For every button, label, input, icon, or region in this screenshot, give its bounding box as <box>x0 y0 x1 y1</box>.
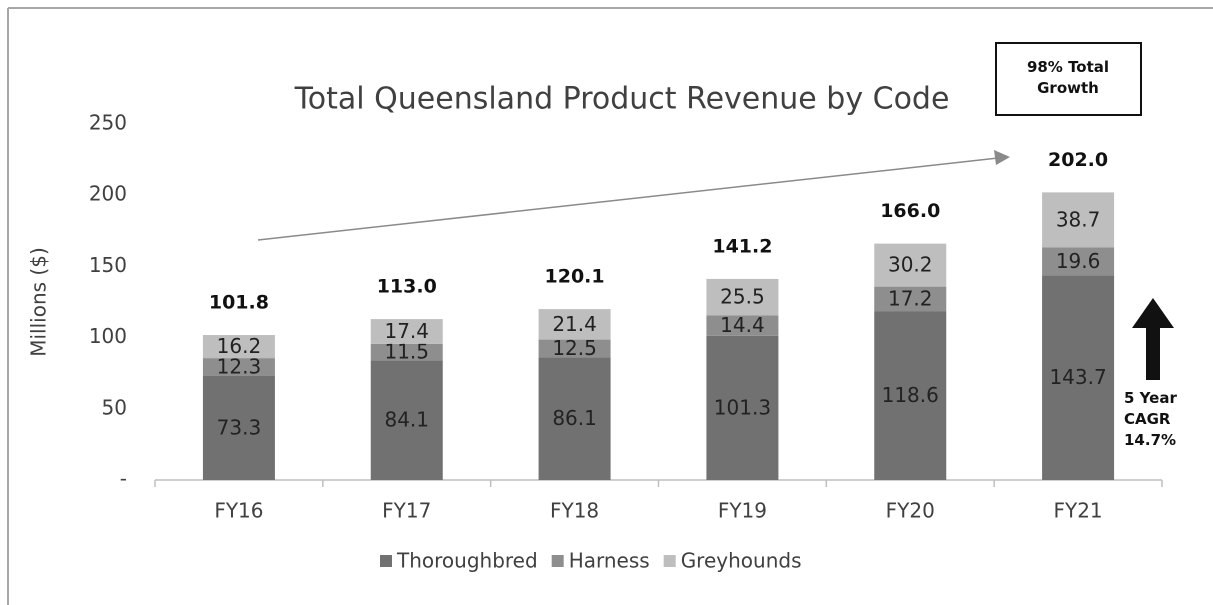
bar-segment <box>202 335 275 359</box>
segment-label: 101.3 <box>714 395 771 419</box>
segment-label: 86.1 <box>552 406 597 430</box>
segment-label: 118.6 <box>882 383 939 407</box>
total-label: 120.1 <box>545 265 605 287</box>
legend-swatch <box>551 555 564 567</box>
segment-label: 17.2 <box>888 286 933 310</box>
segment-label: 21.4 <box>552 312 597 336</box>
y-tick-label: 250 <box>89 111 127 135</box>
total-label: 101.8 <box>209 292 269 314</box>
growth-note: 98% Total Growth <box>1026 58 1110 97</box>
x-tick-label: FY17 <box>382 499 431 523</box>
segment-label: 17.4 <box>384 319 429 343</box>
bar-segment <box>370 343 443 361</box>
legend-label: Greyhounds <box>681 549 802 573</box>
cagr-note: 5 Year CAGR 14.7% <box>1124 389 1177 449</box>
bar-segment <box>874 243 947 287</box>
segment-label: 12.3 <box>217 354 262 378</box>
chart-title: Total Queensland Product Revenue by Code <box>294 82 950 117</box>
segment-label: 16.2 <box>217 334 262 358</box>
legend-label: Harness <box>569 549 650 573</box>
bar-segment <box>1042 192 1115 248</box>
segment-label: 30.2 <box>888 253 933 277</box>
bar-segment <box>706 335 779 480</box>
bar-segment <box>370 319 443 344</box>
x-tick-label: FY19 <box>718 499 767 523</box>
x-tick-label: FY18 <box>550 499 599 523</box>
bar-segment <box>202 375 275 480</box>
growth-arrow <box>257 157 999 241</box>
bar-segment <box>538 339 611 358</box>
total-label: 141.2 <box>712 235 772 257</box>
bar-segment <box>874 311 947 480</box>
x-tick-label: FY20 <box>886 499 935 523</box>
bar-segment <box>370 360 443 480</box>
bar-segment <box>706 315 779 336</box>
segment-label: 14.4 <box>720 313 765 337</box>
segment-label: 25.5 <box>720 285 765 309</box>
growth-arrow-head <box>994 150 1010 165</box>
y-tick-label: - <box>120 467 127 491</box>
y-tick-label: 200 <box>89 182 127 206</box>
segment-label: 143.7 <box>1049 365 1106 389</box>
legend-swatch <box>663 555 676 567</box>
segment-label: 84.1 <box>384 408 429 432</box>
cagr-arrow <box>1132 298 1174 380</box>
segment-label: 19.6 <box>1056 249 1101 273</box>
bar-segment <box>706 278 779 316</box>
y-tick-label: 100 <box>89 324 127 348</box>
total-label: 202.0 <box>1048 149 1108 171</box>
y-axis-label: Millions ($) <box>27 247 51 357</box>
bar-segment <box>538 357 611 480</box>
growth-box <box>995 42 1142 116</box>
bar-segment <box>1042 275 1115 480</box>
segment-label: 38.7 <box>1056 207 1101 231</box>
y-tick-label: 150 <box>89 253 127 277</box>
bar-segment <box>538 309 611 340</box>
legend-swatch <box>380 555 392 567</box>
x-tick-label: FY21 <box>1053 499 1102 523</box>
x-tick-label: FY16 <box>214 499 263 523</box>
legend-label: Thoroughbred <box>396 549 538 573</box>
y-tick-label: 50 <box>102 395 127 419</box>
total-label: 166.0 <box>880 200 940 222</box>
bar-segment <box>874 286 947 312</box>
segment-label: 73.3 <box>217 415 262 439</box>
bar-segment <box>1042 247 1115 276</box>
segment-label: 12.5 <box>552 336 597 360</box>
total-label: 113.0 <box>377 276 437 298</box>
bar-segment <box>202 358 275 376</box>
